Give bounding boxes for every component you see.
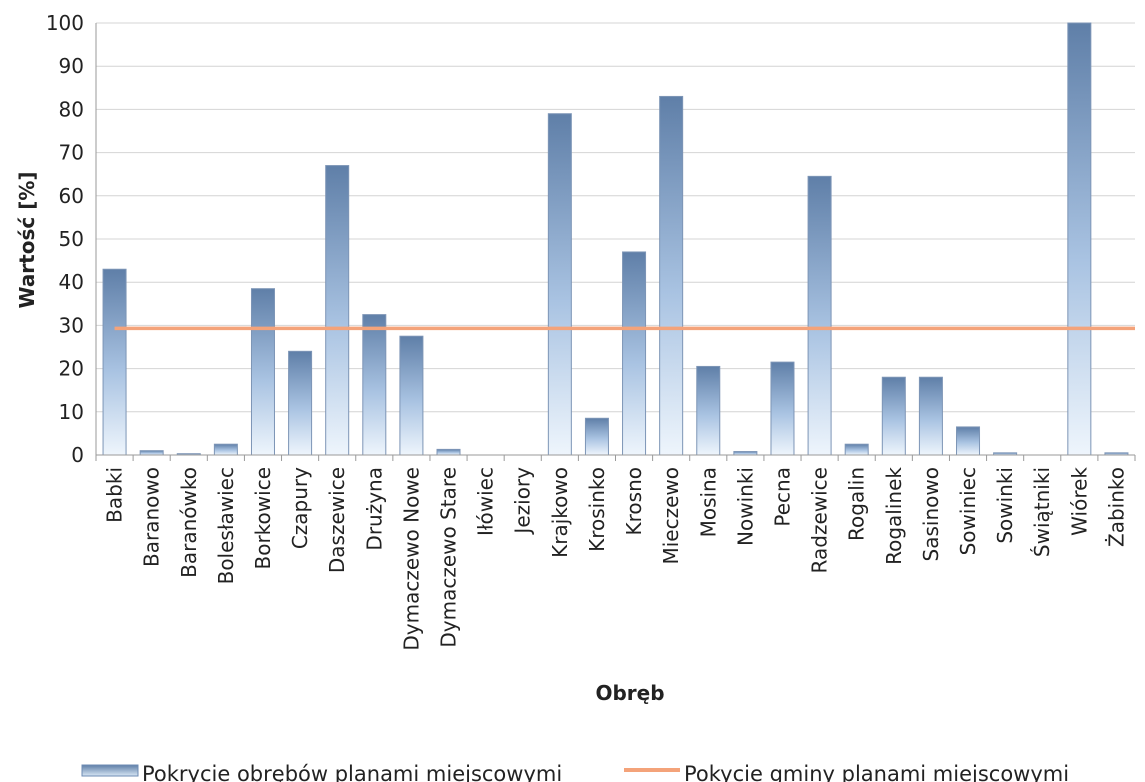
bar-sowiniec: [956, 426, 981, 456]
bar-nowinki: [733, 451, 758, 456]
bar-rogalin: [844, 443, 869, 456]
axes: [95, 23, 1136, 461]
y-tick-label: 80: [59, 97, 84, 121]
bar-rogalinek: [881, 376, 906, 456]
bar-babki: [102, 268, 127, 456]
legend-bar-swatch: [81, 764, 139, 777]
x-tick-label: Babki: [103, 467, 127, 523]
bar-dymaczewo-stare: [436, 448, 461, 456]
x-tick-label: Sowiniec: [956, 467, 980, 555]
bar-mosina: [696, 365, 721, 456]
x-tick-label: Nowinki: [733, 467, 757, 546]
bar-drużyna: [362, 314, 387, 456]
y-tick-label: 10: [59, 400, 84, 424]
bar-daszewice: [325, 165, 350, 456]
x-axis-title: Obręb: [595, 681, 664, 705]
y-tick-labels: 0 10 20 30 40 50 60 70 80 90 100: [46, 11, 84, 467]
x-tick-label: Sowinki: [993, 467, 1017, 544]
y-tick-label: 60: [59, 184, 84, 208]
bar-krajkowo: [547, 113, 572, 456]
x-tick-label: Rogalinek: [882, 467, 906, 565]
x-tick-label: Czapury: [288, 467, 312, 549]
x-tick-label: Mosina: [696, 467, 720, 537]
bar-pecna: [770, 361, 795, 456]
x-tick-label: Jeziory: [511, 467, 535, 536]
bar-radzewice: [807, 175, 832, 456]
legend: Pokrycie obrębów planami miejscowymi Pok…: [81, 762, 1069, 782]
y-tick-label: 40: [59, 270, 84, 294]
x-tick-label: Świątniki: [1030, 467, 1054, 557]
x-tick-label: Drużyna: [362, 467, 386, 551]
x-tick-label: Bolesławiec: [214, 467, 238, 584]
y-tick-label: 0: [71, 443, 84, 467]
x-tick-label: Dymaczewo Stare: [437, 467, 461, 648]
bar-wiórek: [1067, 22, 1092, 456]
x-tick-label: Krosinko: [585, 467, 609, 552]
y-tick-label: 90: [59, 54, 84, 78]
x-tick-label: Krajkowo: [548, 467, 572, 558]
y-tick-label: 20: [59, 357, 84, 381]
y-axis-title: Wartość [%]: [15, 171, 39, 308]
x-tick-label: Baranowo: [140, 467, 164, 567]
x-tick-label: Baranówko: [177, 467, 201, 578]
bars: [102, 22, 1129, 456]
x-tick-label: Pecna: [770, 467, 794, 527]
y-tick-label: 50: [59, 227, 84, 251]
bar-czapury: [288, 350, 313, 456]
y-tick-label: 30: [59, 313, 84, 337]
legend-bar-label: Pokrycie obrębów planami miejscowymi: [142, 762, 562, 782]
bar-dymaczewo-nowe: [399, 335, 424, 456]
x-tick-label: Żabinko: [1104, 467, 1128, 547]
bar-bolesławiec: [213, 443, 238, 456]
legend-line-label: Pokycie gminy planami miejscowymi: [684, 762, 1069, 782]
bar-baranowo: [139, 450, 164, 456]
x-tick-label: Daszewice: [325, 467, 349, 573]
y-tick-label: 70: [59, 141, 84, 165]
x-tick-label: Iłówiec: [474, 467, 498, 536]
x-tick-label: Krosno: [622, 467, 646, 535]
x-tick-label: Radzewice: [808, 467, 832, 573]
bar-krosno: [622, 251, 647, 456]
bar-borkowice: [250, 288, 275, 456]
x-tick-label: Sasinowo: [919, 467, 943, 561]
bar-krosinko: [584, 417, 609, 456]
x-tick-labels: Babki Baranowo Baranówko Bolesławiec Borkowi…: [103, 467, 1129, 651]
bar-sasinowo: [918, 376, 943, 456]
x-tick-label: Wiórek: [1067, 467, 1091, 536]
x-tick-label: Mieczewo: [659, 467, 683, 565]
x-tick-label: Dymaczewo Nowe: [399, 467, 423, 651]
bar-mieczewo: [659, 95, 684, 456]
x-tick-label: Rogalin: [845, 467, 869, 541]
x-tick-label: Borkowice: [251, 467, 275, 570]
y-tick-label: 100: [46, 11, 84, 35]
